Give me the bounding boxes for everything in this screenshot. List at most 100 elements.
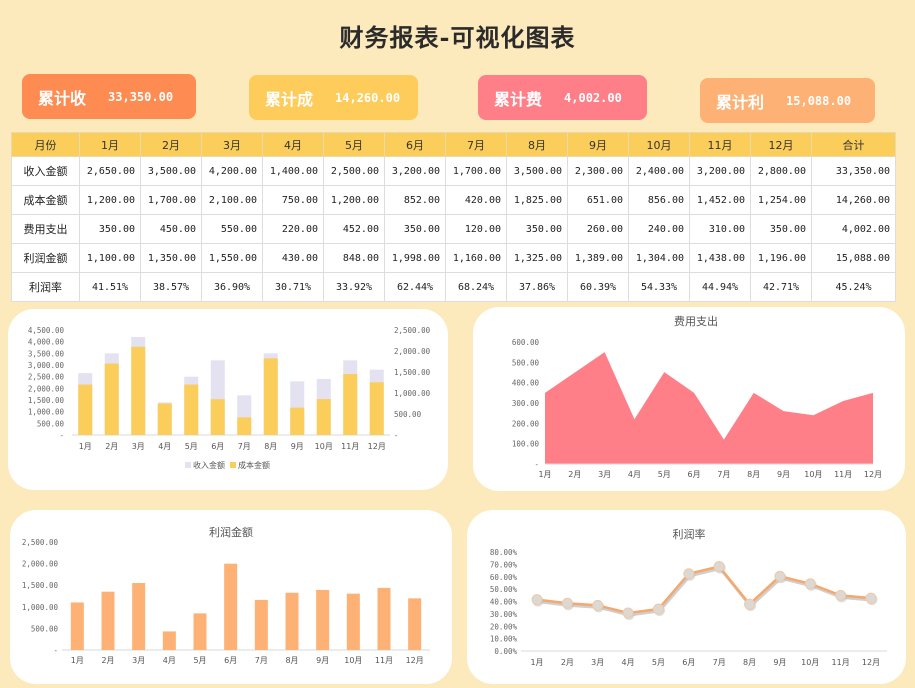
y-tick-left: 3,500.00 xyxy=(28,349,65,358)
table-header-cell: 12月 xyxy=(750,132,812,157)
y-tick: 500.00 xyxy=(31,624,59,633)
y-tick-left: 1,000.00 xyxy=(28,408,65,417)
table-cell: 4,002.00 xyxy=(811,214,896,244)
table-cell: 1,100.00 xyxy=(79,243,141,273)
y-tick: 10.00% xyxy=(490,635,518,644)
x-tick: 1月 xyxy=(538,470,551,479)
x-tick: 5月 xyxy=(658,470,671,479)
legend-swatch-cost xyxy=(230,462,236,468)
income-cost-bar-chart: - 500.00 1,000.00 1,500.00 2,000.00 2,500.00 3… xyxy=(28,326,431,470)
table-cell: 33.92% xyxy=(323,272,385,302)
table-cell: 848.00 xyxy=(323,243,385,273)
expense-chart-panel: 费用支出 - 100.00 200.00 300.00 400.00 500.00 600.0… xyxy=(473,307,905,491)
y-tick-right: 1,000.00 xyxy=(394,389,431,398)
table-cell: 2,500.00 xyxy=(323,156,385,186)
y-tick: 50.00% xyxy=(490,585,518,594)
table-cell: 450.00 xyxy=(140,214,202,244)
profit-rate-chart-panel: 利润率 0.00% 10.00% 20.00% 30.00% 40.00% 50.00% 60… xyxy=(467,510,906,684)
cost-bar xyxy=(343,374,358,435)
x-tick: 11月 xyxy=(832,658,850,667)
table-cell: 1,325.00 xyxy=(506,243,568,273)
table-header-cell: 5月 xyxy=(323,132,385,157)
x-tick: 7月 xyxy=(255,656,268,665)
kpi-total-profit: 累计利 15,088.00 xyxy=(700,78,875,123)
table-header-cell: 8月 xyxy=(506,132,568,157)
data-point xyxy=(744,598,756,610)
table-header-cell: 2月 xyxy=(140,132,202,157)
y-tick-left: 500.00 xyxy=(37,419,65,428)
x-tick: 7月 xyxy=(713,658,726,667)
y-tick-left: 2,500.00 xyxy=(28,373,65,382)
y-tick-right: 2,500.00 xyxy=(394,326,431,335)
x-tick: 8月 xyxy=(743,658,756,667)
cost-bar xyxy=(237,417,252,435)
table-cell: 420.00 xyxy=(445,185,507,215)
table-cell: 1,196.00 xyxy=(750,243,812,273)
table-cell: 651.00 xyxy=(567,185,629,215)
data-point xyxy=(774,570,786,582)
kpi-value: 15,088.00 xyxy=(786,93,852,108)
y-tick: 1,000.00 xyxy=(22,603,59,612)
table-cell: 260.00 xyxy=(567,214,629,244)
table-cell: 852.00 xyxy=(384,185,446,215)
table-cell: 1,700.00 xyxy=(140,185,202,215)
y-tick-right: 2,000.00 xyxy=(394,347,431,356)
chart-title: 利润率 xyxy=(673,527,706,541)
table-cell: 220.00 xyxy=(262,214,324,244)
y-tick: 400.00 xyxy=(512,379,540,388)
table-cell: 452.00 xyxy=(323,214,385,244)
table-cell: 856.00 xyxy=(628,185,690,215)
x-tick: 10月 xyxy=(315,442,333,451)
y-tick-right: - xyxy=(394,431,399,440)
x-tick: 11月 xyxy=(375,656,393,665)
table-header-cell: 1月 xyxy=(79,132,141,157)
legend-swatch-income xyxy=(185,462,191,468)
data-point xyxy=(561,597,573,609)
data-point xyxy=(592,599,604,611)
expense-area xyxy=(545,352,873,464)
x-tick: 4月 xyxy=(622,658,635,667)
table-cell: 350.00 xyxy=(79,214,141,244)
table-cell: 1,438.00 xyxy=(689,243,751,273)
profit-chart-panel: 利润金额 - 500.00 1,000.00 1,500.00 2,000.00 2,500… xyxy=(10,510,452,684)
cost-bar xyxy=(184,384,199,435)
y-tick-right: 500.00 xyxy=(394,410,422,419)
table-cell: 14,260.00 xyxy=(811,185,896,215)
table-cell: 41.51% xyxy=(79,272,141,302)
cost-bar xyxy=(131,346,146,435)
table-cell: 1,452.00 xyxy=(689,185,751,215)
cost-bar xyxy=(316,399,331,435)
table-cell: 3,500.00 xyxy=(140,156,202,186)
table-cell: 750.00 xyxy=(262,185,324,215)
row-label: 利润率 xyxy=(11,272,80,302)
x-tick: 4月 xyxy=(158,442,171,451)
profit-bar xyxy=(346,593,360,650)
table-header-cell: 3月 xyxy=(201,132,263,157)
table-cell: 3,200.00 xyxy=(689,156,751,186)
data-point xyxy=(683,568,695,580)
y-tick: 30.00% xyxy=(490,610,518,619)
table-row: 利润金额 1,100.00 1,350.00 1,550.00 430.00 848.00… xyxy=(11,243,896,273)
y-tick-left: 3,000.00 xyxy=(28,361,65,370)
y-tick: 600.00 xyxy=(512,338,540,347)
data-point xyxy=(804,578,816,590)
kpi-total-income: 累计收 33,350.00 xyxy=(22,74,196,119)
expense-area-chart: 费用支出 - 100.00 200.00 300.00 400.00 500.00 600.0… xyxy=(512,314,882,479)
table-cell: 54.33% xyxy=(628,272,690,302)
table-cell: 1,400.00 xyxy=(262,156,324,186)
table-cell: 120.00 xyxy=(445,214,507,244)
y-tick: 0.00% xyxy=(494,647,517,656)
x-tick: 9月 xyxy=(773,658,786,667)
x-tick: 11月 xyxy=(834,470,852,479)
table-header-cell: 7月 xyxy=(445,132,507,157)
x-tick: 3月 xyxy=(591,658,604,667)
x-tick: 2月 xyxy=(561,658,574,667)
x-tick: 8月 xyxy=(264,442,277,451)
x-tick: 8月 xyxy=(747,470,760,479)
table-cell: 240.00 xyxy=(628,214,690,244)
profit-bar xyxy=(254,599,268,650)
x-tick: 4月 xyxy=(628,470,641,479)
profit-bar xyxy=(408,598,422,650)
y-tick-left: 2,000.00 xyxy=(28,384,65,393)
kpi-value: 4,002.00 xyxy=(564,90,622,105)
